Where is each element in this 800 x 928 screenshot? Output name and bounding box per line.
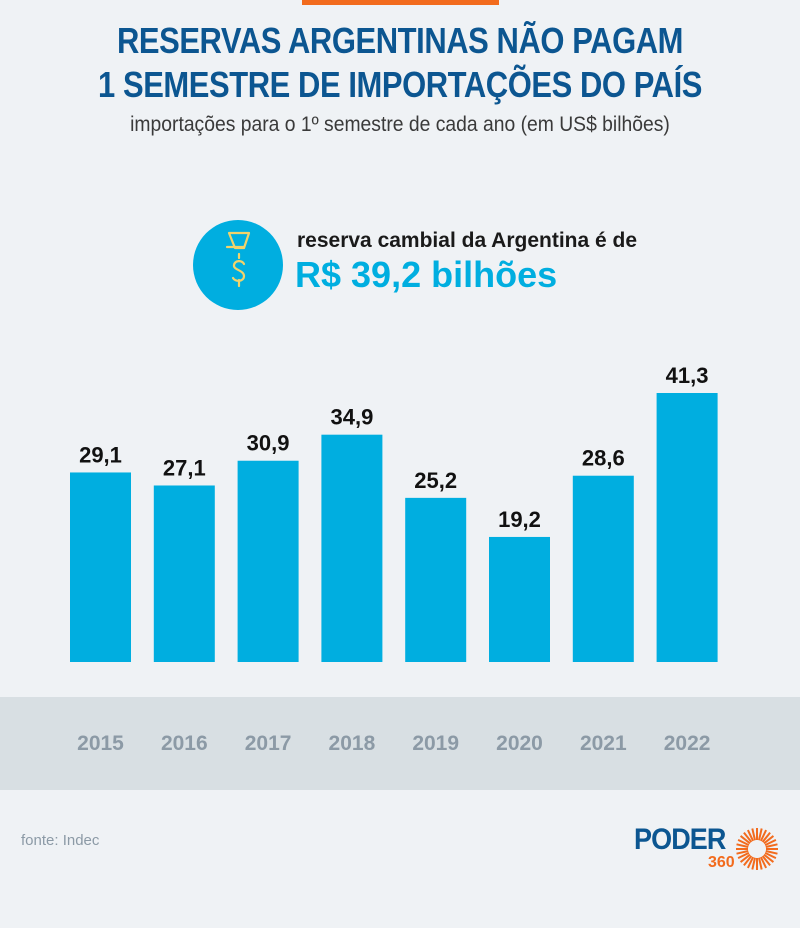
value-label-2016: 27,1 [163,455,206,480]
source-note: fonte: Indec [21,832,100,849]
x-tick-label-2017: 2017 [245,732,292,755]
x-tick-label-2020: 2020 [496,732,543,755]
sun-ray [737,838,750,846]
bar-2021 [572,475,634,662]
sun-ray [751,857,756,870]
bar-2020 [489,536,550,662]
value-label-2022: 41,3 [666,363,709,388]
sun-ray [743,831,753,843]
x-axis-band [0,697,800,790]
bar-2016 [153,485,215,662]
sun-ray [764,838,777,846]
sunburst-icon [736,828,778,870]
x-tick-label-2019: 2019 [412,732,459,755]
sun-ray [765,850,778,855]
sun-ray [746,856,754,869]
poder360-logo: PODER 360 [634,822,784,872]
sun-ray [736,843,749,848]
sun-ray [751,828,756,841]
logo-word: PODER [634,823,726,856]
sun-ray [743,855,753,867]
sun-ray [758,857,763,870]
x-tick-label-2015: 2015 [77,732,124,755]
sun-ray [739,835,751,845]
chart-subtitle: importações para o 1º semestre de cada a… [130,113,670,136]
reserve-label: reserva cambial da Argentina é de [297,229,638,252]
logo-number: 360 [708,854,735,871]
bar-2019 [405,497,467,662]
value-label-2018: 34,9 [330,405,373,430]
sun-ray [765,843,778,848]
sun-ray [763,835,775,845]
bar-2022 [656,393,718,662]
x-tick-label-2016: 2016 [161,732,208,755]
x-tick-label-2021: 2021 [580,732,627,755]
sun-ray [760,829,768,842]
top-accent-bar [302,0,499,5]
sun-ray [763,853,775,863]
sun-ray [760,856,768,869]
chart-title-line-2: 1 SEMESTRE DE IMPORTAÇÕES DO PAÍS [98,64,702,105]
chart-title-line-1: RESERVAS ARGENTINAS NÃO PAGAM [116,20,684,61]
sun-ray [739,853,751,863]
x-tick-label-2018: 2018 [329,732,376,755]
value-label-2015: 29,1 [79,442,122,467]
sun-ray [736,850,749,855]
bar-2015 [70,472,131,662]
sun-ray [764,852,777,860]
funnel-dollar-icon [193,220,283,310]
value-label-2017: 30,9 [247,431,290,456]
bar-2018 [321,434,383,662]
value-label-2020: 19,2 [498,507,541,532]
sun-ray [737,852,750,860]
x-tick-label-2022: 2022 [664,732,711,755]
sun-ray [746,829,754,842]
reserve-value: R$ 39,2 bilhões [295,254,558,295]
sun-ray [758,828,763,841]
value-label-2019: 25,2 [414,468,457,493]
sun-ray [761,831,771,843]
sun-ray [761,855,771,867]
value-label-2021: 28,6 [582,446,625,471]
bar-chart: 29,1 2015 27,1 2016 30,9 2017 34,9 2018 25,2 2019… [70,363,718,755]
bar-2017 [237,460,299,662]
